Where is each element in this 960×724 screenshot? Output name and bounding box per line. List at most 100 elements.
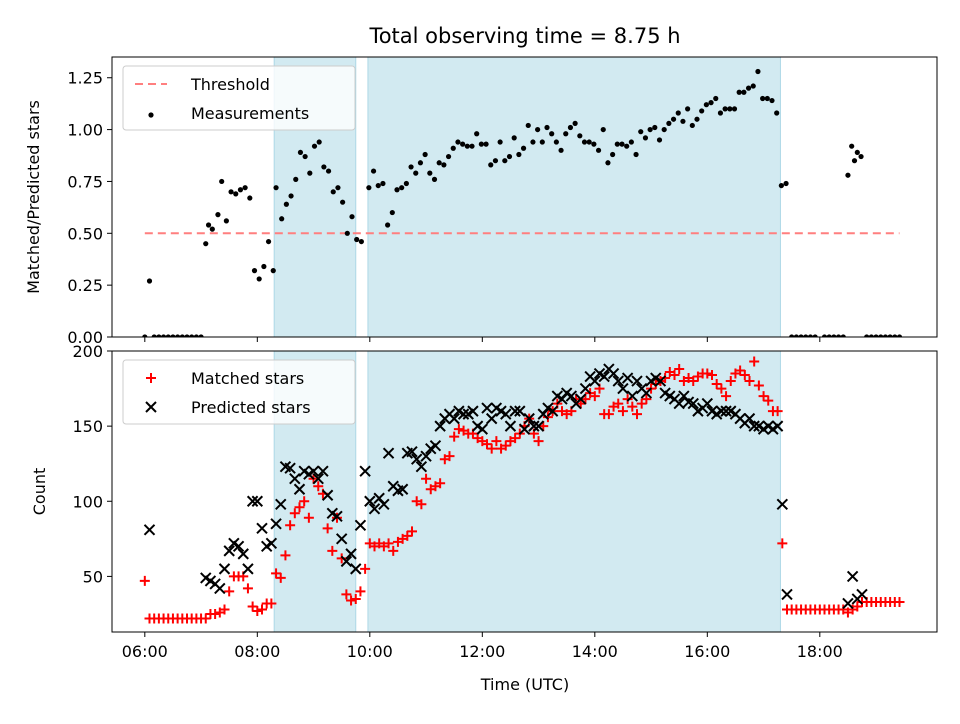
measurement-point — [525, 122, 531, 129]
y-tick-label: 0.75 — [67, 172, 103, 191]
y-tick-label: 50 — [83, 567, 103, 586]
measurement-point — [703, 102, 709, 108]
chart-title: Total observing time = 8.75 h — [368, 24, 680, 48]
measurement-point — [581, 139, 588, 145]
measurement-point — [778, 182, 784, 189]
measurement-point — [251, 268, 258, 274]
y-tick-label: 0.00 — [67, 328, 103, 347]
measurement-point — [652, 124, 658, 131]
predicted-star-point — [579, 382, 592, 395]
axes-frame — [111, 350, 938, 633]
matched-star-point — [289, 508, 300, 519]
predicted-star-point — [448, 412, 460, 425]
measurement-point — [807, 334, 814, 337]
legend-box — [122, 65, 356, 131]
predicted-star-point — [340, 555, 353, 568]
measurement-point — [506, 153, 513, 160]
predicted-star-point — [354, 519, 367, 532]
measurement-point — [774, 110, 780, 116]
measurement-point — [237, 187, 244, 193]
measurement-point — [727, 106, 733, 112]
plot-area — [142, 57, 903, 337]
matched-star-point — [444, 451, 455, 462]
matched-star-point — [486, 443, 497, 454]
measurement-point — [431, 176, 438, 182]
measurement-point — [717, 110, 724, 116]
measurement-point — [375, 182, 381, 189]
measurement-point — [854, 149, 860, 156]
measurement-point — [261, 263, 267, 270]
predicted-star-point — [528, 420, 540, 432]
matched-star-point — [617, 406, 628, 417]
matched-star-point — [322, 523, 333, 534]
legend-label: Threshold — [190, 75, 270, 94]
predicted-star-point — [364, 495, 376, 507]
measurement-point — [887, 334, 893, 337]
matched-star-point — [407, 526, 417, 537]
matched-star-point — [350, 593, 361, 604]
x-tick-label: 14:00 — [572, 642, 618, 661]
measurement-point — [864, 334, 870, 337]
predicted-star-point — [589, 375, 601, 387]
predicted-star-point — [607, 367, 620, 380]
matched-star-point — [285, 520, 296, 531]
measurement-point — [288, 193, 294, 199]
measurement-point — [661, 126, 667, 133]
measurement-point — [321, 164, 327, 170]
measurement-point — [497, 139, 503, 145]
measurement-point — [488, 162, 494, 168]
measurement-point — [358, 238, 364, 245]
measurement-point — [436, 160, 442, 166]
matched-star-point — [224, 586, 235, 597]
legend-predicted-swatch — [145, 401, 157, 413]
measurement-point — [722, 106, 728, 112]
measurement-point — [151, 334, 157, 337]
matched-star-point — [744, 376, 755, 387]
measurement-point — [741, 89, 747, 95]
measurement-point — [293, 176, 299, 182]
matched-star-point — [200, 613, 211, 624]
legend-label: Measurements — [191, 104, 309, 123]
y-axis-label: Count — [30, 468, 49, 516]
matched-star-point — [275, 572, 286, 583]
measurement-point — [873, 334, 879, 337]
predicted-star-point — [289, 473, 301, 485]
measurement-point — [193, 334, 199, 337]
measurement-point — [851, 158, 858, 164]
matched-star-point — [702, 368, 713, 379]
measurement-point — [399, 185, 405, 191]
x-tick-label: 10:00 — [347, 642, 393, 661]
legend-box — [122, 359, 356, 425]
matched-star-point — [299, 496, 310, 507]
predicted-star-point — [481, 402, 493, 414]
predicted-star-point — [350, 563, 362, 575]
predicted-star-point — [256, 522, 268, 535]
predicted-star-point — [265, 537, 278, 550]
matched-star-point — [280, 550, 291, 561]
matched-star-point — [603, 409, 614, 420]
measurement-point — [821, 334, 828, 337]
predicted-star-point — [237, 548, 249, 560]
measurement-point — [783, 180, 789, 187]
matched-star-point — [749, 356, 760, 367]
y-axis-label: Matched/Predicted stars — [24, 100, 43, 294]
predicted-star-point — [654, 375, 667, 387]
observing-interval-shade — [367, 351, 781, 632]
matched-star-point — [252, 605, 263, 616]
matched-star-point — [303, 512, 314, 523]
predicted-star-point — [748, 420, 760, 432]
measurement-point — [591, 141, 597, 147]
predicted-star-point — [223, 545, 235, 557]
measurement-point — [311, 143, 318, 149]
matched-star-point — [777, 538, 788, 549]
measurement-point — [366, 185, 372, 191]
predicted-star-point — [434, 420, 446, 432]
predicted-star-point — [406, 445, 418, 458]
measurement-point — [156, 334, 162, 337]
predicted-star-point — [331, 510, 343, 523]
predicted-star-point — [457, 408, 470, 420]
measurement-point — [600, 126, 606, 133]
predicted-star-point — [378, 498, 390, 510]
measurement-point — [370, 168, 377, 174]
predicted-star-point — [617, 382, 629, 395]
